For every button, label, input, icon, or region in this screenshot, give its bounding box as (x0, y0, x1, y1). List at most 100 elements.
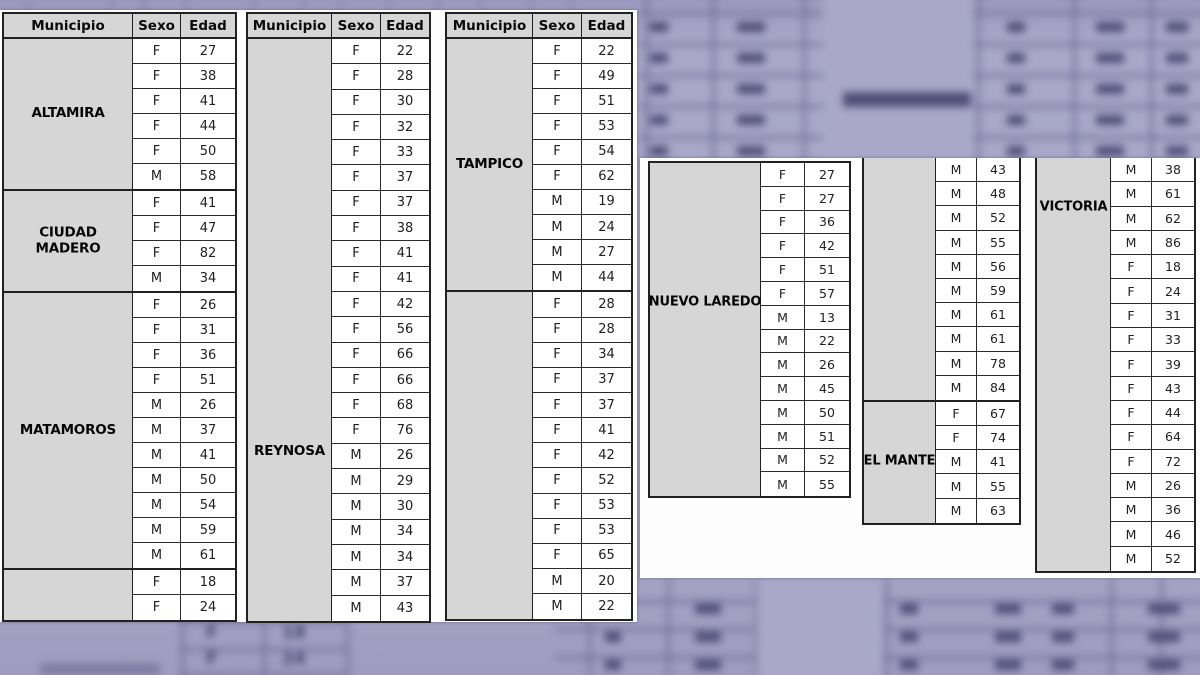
edad-cell: 50 (181, 468, 235, 493)
edad-cell: 34 (582, 343, 631, 368)
edad-cell: 24 (1152, 279, 1194, 304)
edad-cell: 86 (1152, 231, 1194, 256)
sexo-cell: M (936, 375, 977, 400)
sexo-cell: M (533, 265, 582, 291)
sexo-cell: M (936, 450, 977, 475)
edad-cell: 41 (381, 267, 429, 292)
edad-cell: 34 (381, 545, 429, 571)
municipio-label: NUEVO LAREDO (648, 294, 762, 310)
edad-cell: 30 (381, 90, 429, 115)
sexo-cell: F (133, 570, 181, 595)
edad-cell: 46 (1152, 522, 1194, 547)
bg-gridline (302, 0, 304, 12)
edad-cell: 41 (181, 191, 235, 216)
bg-gridline (179, 673, 349, 675)
edad-cell: 42 (805, 234, 849, 259)
sexo-cell: M (332, 595, 381, 621)
municipio-cell: ALTAMIRA (4, 39, 133, 189)
sexo-cell: F (533, 164, 582, 190)
bg-gridline (340, 0, 342, 12)
bg-gridline (803, 0, 806, 162)
bg-gridline (1110, 578, 1113, 675)
sexo-cell: F (533, 317, 582, 343)
sexo-cell: F (332, 216, 381, 242)
municipio-label: REYNOSA (254, 443, 325, 460)
column-header-edad: Edad (386, 17, 424, 34)
edad-cell: 13 (805, 306, 849, 330)
sexo-cell: F (332, 291, 381, 318)
bg-text-blob (995, 660, 1021, 670)
edad-cell: 19 (582, 190, 631, 215)
bg-text-blob (737, 53, 765, 63)
bg-text-blob (1007, 53, 1025, 63)
sexo-cell: F (332, 39, 381, 65)
bg-text-blob (650, 115, 668, 125)
municipio-cell: REYNOSA (248, 39, 332, 621)
sexo-cell: M (133, 393, 181, 418)
edad-cell: 54 (582, 140, 631, 165)
bg-text-blob (1052, 632, 1074, 642)
sexo-cell: M (761, 305, 805, 330)
sexo-cell: M (1111, 522, 1152, 547)
edad-cell: 84 (990, 380, 1006, 396)
edad-cell: 29 (381, 469, 429, 495)
sexo-cell: F (332, 418, 381, 444)
bg-blurred-text: 24 (282, 649, 306, 669)
edad-cell: 42 (582, 443, 631, 469)
edad-cell: 22 (381, 39, 429, 65)
edad-cell: 39 (1152, 352, 1194, 377)
edad-cell: 45 (805, 377, 849, 401)
bg-text-blob (1096, 84, 1124, 94)
edad-cell: 36 (805, 211, 849, 235)
edad-cell: 58 (199, 169, 217, 184)
edad-cell: 49 (582, 64, 631, 90)
edad-cell: 66 (381, 343, 429, 368)
edad-cell: 44 (181, 114, 235, 139)
bg-text-blob (40, 664, 160, 674)
edad-cell: 34 (381, 520, 429, 545)
edad-cell: 28 (582, 318, 631, 343)
edad-cell: 55 (819, 476, 835, 492)
column-header-sexo: Sexo (332, 14, 381, 37)
sexo-cell: M (761, 472, 805, 497)
edad-cell: 37 (181, 418, 235, 443)
sexo-cell: F (533, 139, 582, 165)
sexo-cell: M (332, 544, 381, 571)
sexo-cell: M (133, 493, 181, 518)
sexo-cell: M (133, 164, 181, 189)
bg-gridline (530, 0, 532, 12)
edad-cell: 68 (381, 393, 429, 419)
sexo-cell: M (936, 303, 977, 328)
edad-cell: 76 (381, 418, 429, 444)
edad-cell: 28 (381, 64, 429, 90)
municipio-label: VICTORIA (1039, 199, 1108, 215)
municipio-label: TAMPICO (456, 155, 523, 172)
column-header-edad: Edad (587, 17, 626, 34)
edad-cell: 22 (582, 39, 631, 65)
sexo-cell: F (936, 426, 977, 451)
sexo-cell: F (761, 258, 805, 282)
table-header-row: Municipio Sexo Edad (447, 14, 631, 39)
sexo-cell: F (533, 292, 582, 318)
sexo-cell: F (533, 367, 582, 393)
edad-cell: 52 (805, 449, 849, 473)
edad-cell: 52 (582, 468, 631, 494)
sexo-cell: M (533, 240, 582, 266)
sexo-cell: F (1111, 303, 1152, 329)
edad-cell: 50 (181, 139, 235, 164)
bg-gridline (263, 620, 266, 675)
edad-cell: 42 (381, 292, 429, 318)
sexo-cell: F (533, 39, 582, 65)
sexo-cell: M (133, 418, 181, 443)
bg-text-blob (1096, 22, 1124, 32)
sexo-cell: M (1111, 182, 1152, 207)
sexo-cell: M (533, 594, 582, 620)
bg-gridline (179, 648, 349, 651)
sexo-cell: M (936, 327, 977, 352)
municipio-group: ALTAMIRA F 27 F 38 F 41 F 44 F 50 M 58 (4, 39, 235, 191)
bg-text-blob (995, 604, 1021, 614)
edad-cell: 67 (977, 402, 1019, 427)
bg-text-blob (1166, 84, 1188, 94)
sexo-cell: F (1111, 279, 1152, 304)
sexo-cell: M (936, 498, 977, 523)
